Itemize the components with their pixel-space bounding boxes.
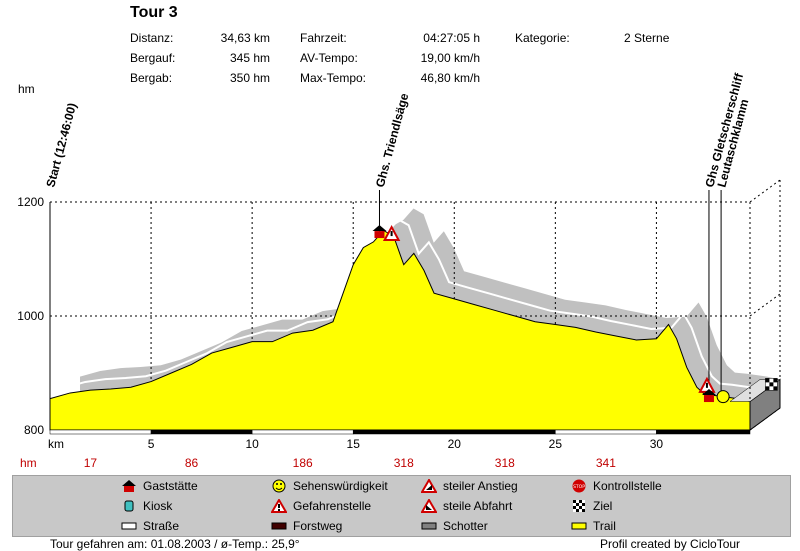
sehenswuerdigkeit-icon [272,479,286,493]
ziel-icon [765,378,778,391]
bottom-tick-label: 341 [596,456,616,470]
stat-value-time: 04:27:05 h [423,31,480,45]
y-tick-label: 1000 [17,309,44,323]
forstweg-icon [271,522,287,530]
stat-value-max-speed: 46,80 km/h [420,71,480,85]
footer-credit: Profil created by CicloTour [600,537,741,551]
sehenswuerdigkeit-icon [716,390,730,404]
stat-label-max-speed: Max-Tempo: [300,71,367,85]
y-tick-label: 1200 [17,195,44,209]
footer-date-temp: Tour gefahren am: 01.08.2003 / ø-Temp.: … [50,537,300,551]
track-segment [49,429,152,435]
strasse-icon [121,522,137,530]
x-tick-label: 30 [650,437,664,451]
bottom-tick-label: 318 [394,456,414,470]
stat-value-distance: 34,63 km [220,31,270,45]
steiler-anstieg-icon [421,479,437,493]
x-tick-label: 5 [148,437,155,451]
steile-abfahrt-icon [421,499,437,513]
track-segment [656,429,751,435]
y-tick-label: 800 [24,423,44,437]
kiosk-icon [124,500,134,512]
x-tick-label: 15 [347,437,361,451]
gaststaette-icon [372,225,387,239]
gefahrenstelle-icon [271,499,287,513]
track-segment [150,429,253,435]
stat-value-descent: 350 hm [229,71,270,85]
gaststaette-icon [122,480,136,492]
ziel-icon [573,500,585,512]
x-axis-label: km [48,437,64,451]
track-segment [251,429,354,435]
stat-value-category: 2 Sterne [624,31,670,45]
elevation-chart: Start (12:46:00) Ghs. Triendlsäge Ghs Glet… [17,71,781,470]
bottom-tick-label: 318 [495,456,515,470]
waypoint-label: Start (12:46:00) [43,101,79,188]
bottom-tick-label: 17 [84,456,98,470]
waypoint-label: Ghs. Triendlsäge [373,91,412,188]
elevation-area [49,229,751,431]
stat-value-avg-speed: 19,00 km/h [420,51,480,65]
grid-line-depth [749,179,781,203]
gefahrenstelle-icon [382,224,401,242]
stat-value-ascent: 345 hm [229,51,270,65]
x-tick-label: 10 [245,437,259,451]
kontrollstelle-icon: STOP [572,479,586,493]
stat-label-distance: Distanz: [130,31,174,45]
bottom-row-label: hm [20,456,37,470]
stat-label-time: Fahrzeit: [300,31,347,45]
grid-line-depth [749,293,781,317]
gaststaette-icon [701,389,716,403]
svg-text:STOP: STOP [573,484,585,490]
stat-label-ascent: Bergauf: [130,51,176,65]
schotter-icon [421,522,437,530]
y-axis-label: hm [18,82,35,96]
x-tick-label: 25 [549,437,563,451]
stat-label-category: Kategorie: [515,31,570,45]
tour-title: Tour 3 [130,4,178,21]
stat-label-avg-speed: AV-Tempo: [300,51,358,65]
x-tick-label: 20 [448,437,462,451]
bottom-tick-label: 86 [185,456,199,470]
stat-label-descent: Bergab: [130,71,173,85]
track-segment [352,429,556,435]
trail-icon [571,522,587,530]
legend: Gaststätte Sehenswürdigkeit steiler Anst… [12,475,791,537]
track-segment [555,429,657,435]
bottom-tick-label: 186 [293,456,313,470]
